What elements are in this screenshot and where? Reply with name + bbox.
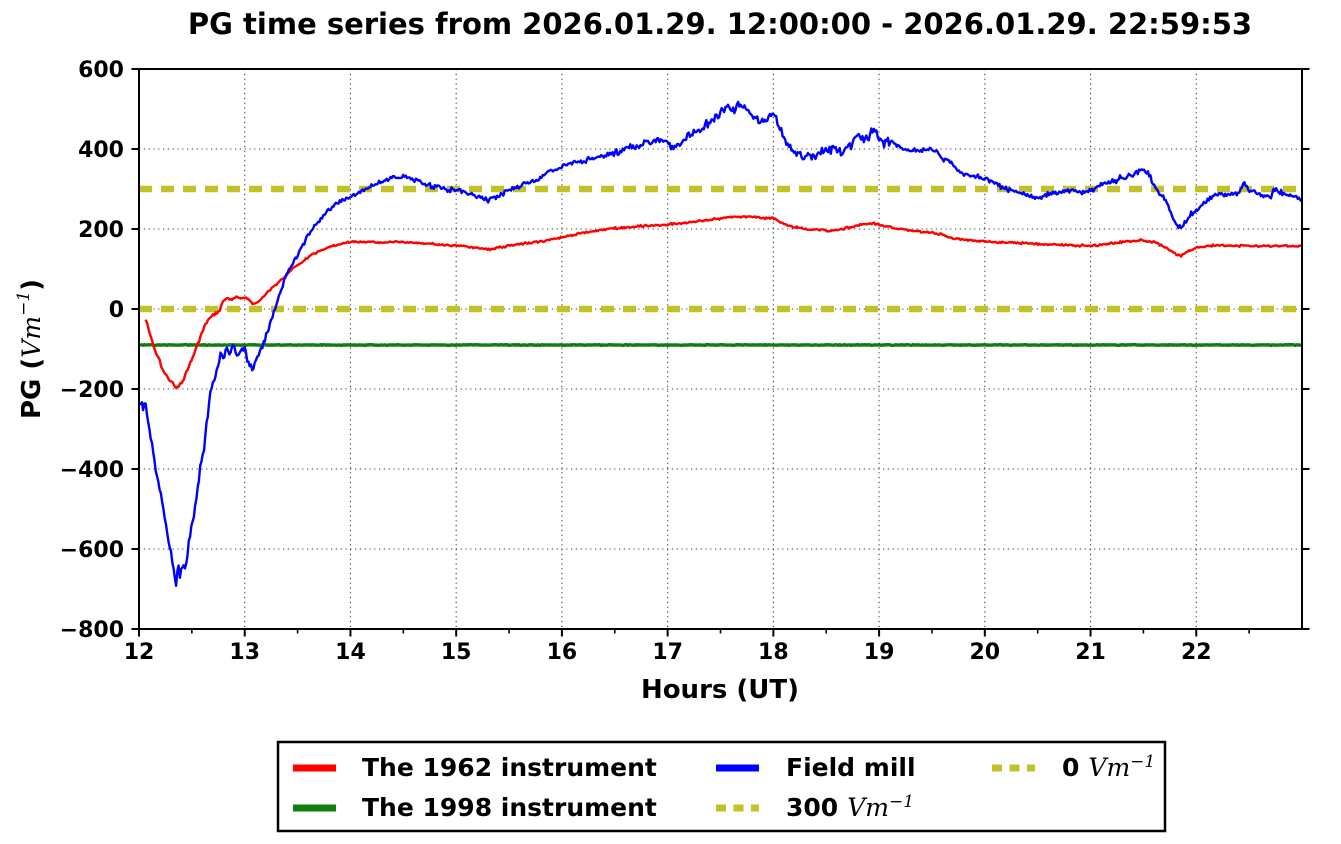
y-axis-label: PG (Vm−1) (14, 279, 47, 419)
x-tick-labels: 12 13 14 15 16 17 18 19 20 21 22 (124, 640, 1212, 665)
x-tick-label: 12 (124, 640, 155, 665)
y-tick-label: −400 (60, 458, 124, 483)
x-tick-label: 15 (441, 640, 472, 665)
y-tick-label: 0 (109, 298, 124, 323)
y-tick-label: 400 (78, 138, 124, 163)
x-tick-label: 22 (1181, 640, 1212, 665)
y-tick-label: −600 (60, 538, 124, 563)
y-tick-label: −800 (60, 618, 124, 643)
legend-label-300-reference: 300 Vm−1 (786, 792, 914, 822)
x-tick-label: 16 (547, 640, 578, 665)
legend-label-0-reference: 0 Vm−1 (1062, 752, 1155, 782)
legend-label-1998-instrument: The 1998 instrument (362, 793, 657, 822)
x-tick-label: 21 (1075, 640, 1106, 665)
y-tick-label: 200 (78, 218, 124, 243)
legend-box (276, 740, 1167, 833)
x-tick-label: 18 (758, 640, 789, 665)
y-tick-label: 600 (78, 58, 124, 83)
legend-label-1962-instrument: The 1962 instrument (362, 753, 657, 782)
y-tick-label: −200 (60, 378, 124, 403)
axis-ticks (131, 68, 1310, 637)
x-axis-label: Hours (UT) (641, 675, 799, 705)
series-the-1962-instrument (144, 215, 1302, 390)
x-tick-label: 17 (652, 640, 683, 665)
x-tick-label: 20 (970, 640, 1001, 665)
series-field-mill (139, 100, 1302, 587)
x-tick-label: 19 (864, 640, 895, 665)
reference-and-series (139, 100, 1302, 587)
series-the-1998-instrument (139, 342, 1302, 348)
legend-label-field-mill: Field mill (786, 753, 916, 782)
y-tick-labels: 600 400 200 0 −200 −400 −600 −800 (60, 58, 124, 643)
legend: The 1962 instrument The 1998 instrument … (276, 740, 1167, 833)
chart-title: PG time series from 2026.01.29. 12:00:00… (188, 7, 1252, 41)
x-tick-label: 13 (229, 640, 260, 665)
x-tick-label: 14 (335, 640, 366, 665)
